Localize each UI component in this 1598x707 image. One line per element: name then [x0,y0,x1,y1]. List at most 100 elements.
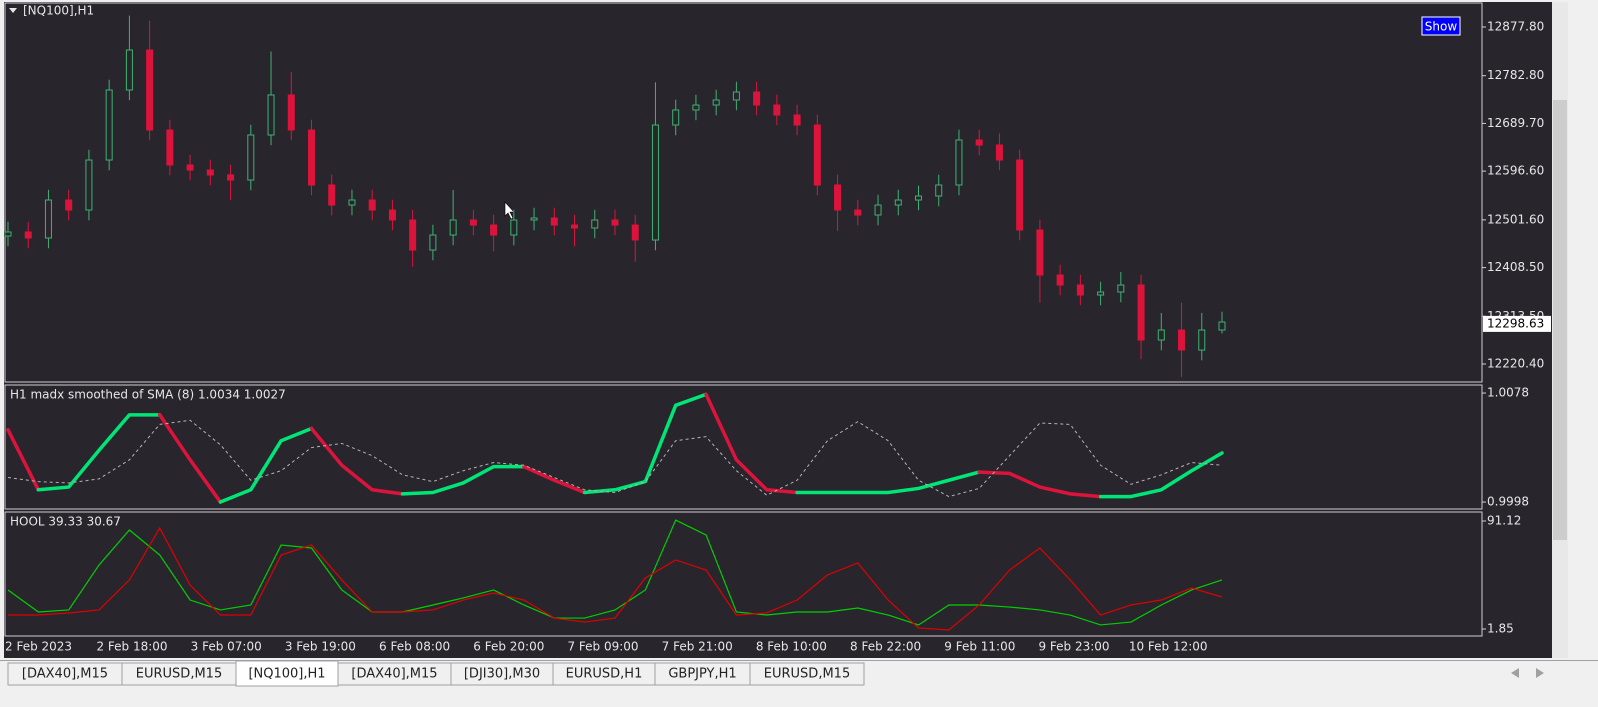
candle-body [4,231,12,237]
candle-body [591,219,599,229]
tab-scroll-right[interactable] [1536,668,1544,678]
tab-label[interactable]: [DAX40],M15 [351,667,437,682]
tab[interactable] [749,662,865,686]
candle-body [672,109,680,126]
x-tick-label: 6 Feb 20:00 [473,640,544,654]
last-price-label: 12298.63 [1487,316,1544,330]
x-tick-label: 9 Feb 11:00 [944,640,1015,654]
candle-body [1157,329,1165,341]
candle-body [1056,274,1064,286]
hool-panel [4,511,1483,637]
candle-body [1117,284,1125,293]
candle-body [571,224,579,229]
candle-body [874,204,882,216]
scrollbar-thumb[interactable] [1553,100,1567,540]
candle-body [935,184,943,197]
candle-body [65,199,73,211]
x-tick-label: 6 Feb 08:00 [379,640,450,654]
candle-body [490,224,498,236]
candle-body [227,174,235,181]
y-tick-label: 91.12 [1487,514,1521,528]
candle-body [44,199,52,239]
y-tick-label: 0.9998 [1487,495,1529,509]
y-tick-label: 12408.50 [1487,260,1544,274]
candle-body [834,184,842,211]
x-tick-label: 8 Feb 10:00 [756,640,827,654]
tab-label[interactable]: [NQ100],H1 [248,667,325,682]
madx-line [582,392,708,495]
candle-body [125,49,133,91]
candle-body [1076,284,1084,296]
candle-body [85,159,93,211]
candle-body [611,219,619,226]
main-panel [4,2,1483,383]
candle-body [1218,321,1226,331]
madx-title: H1 madx smoothed of SMA (8) 1.0034 1.002… [10,388,286,402]
candle-body [449,219,457,236]
candle-body [206,169,214,176]
candle-body [530,217,538,221]
y-tick-label: 12877.80 [1487,19,1544,33]
madx-line [218,426,314,504]
candle-body [510,219,518,236]
candle-body [1137,284,1145,341]
candle-body [409,219,417,251]
candle-body [146,49,154,131]
candle-body [793,114,801,126]
x-tick-label: 8 Feb 22:00 [850,640,921,654]
candle-body [753,91,761,106]
madx-line [1098,451,1224,499]
candle-body [692,104,700,111]
tab-label[interactable]: EURUSD,M15 [764,667,850,682]
x-tick-label: 7 Feb 09:00 [567,640,638,654]
candle-body [550,217,558,226]
madx-line [36,413,162,492]
tab-label[interactable]: EURUSD,M15 [136,667,222,682]
x-tick-label: 2 Feb 2023 [5,640,72,654]
chart-bg [4,2,1552,658]
candle-body [368,199,376,211]
madx-line [6,428,41,492]
candle-body [813,124,821,186]
candle-body [308,129,315,186]
x-tick-label: 3 Feb 19:00 [285,640,356,654]
candle-body [287,94,295,131]
hool-title: HOOL 39.33 30.67 [10,515,121,529]
collapse-icon[interactable] [9,8,17,13]
indicator-line [7,519,1223,626]
candle-body [651,124,659,241]
candle-body [247,134,255,181]
x-tick-label: 7 Feb 21:00 [662,640,733,654]
show-button[interactable] [1421,16,1461,36]
candle-body [995,144,1003,161]
madx-line [704,392,799,495]
tab-scroll-left[interactable] [1511,668,1519,678]
show-button-label[interactable]: Show [1425,20,1458,34]
x-tick-label: 3 Feb 07:00 [191,640,262,654]
madx-panel [4,384,1483,510]
window-title: [NQ100],H1 [23,4,94,18]
tab-label[interactable]: EURUSD,H1 [566,667,643,682]
candle-body [854,209,862,216]
x-tick-label: 2 Feb 18:00 [96,640,167,654]
madx-line [977,470,1103,499]
madx-line [400,464,526,496]
madx-line [309,426,405,496]
madx-line [522,464,587,495]
candle-body [166,129,174,166]
x-tick-label: 9 Feb 23:00 [1038,640,1109,654]
tab-label[interactable]: [DAX40],M15 [22,667,108,682]
candle-body [1036,229,1044,276]
tab-label[interactable]: [DJI30],M30 [464,667,540,682]
candle-body [631,224,639,241]
y-tick-label: 1.85 [1487,621,1514,635]
candle-body [1178,329,1186,351]
candle-body [469,219,477,226]
x-tick-label: 10 Feb 12:00 [1129,640,1208,654]
candle-body [1198,329,1206,351]
y-tick-label: 1.0078 [1487,386,1529,400]
tab-label[interactable]: GBPJPY,H1 [668,667,736,682]
last-price-box [1483,315,1551,332]
tab[interactable] [235,660,339,687]
